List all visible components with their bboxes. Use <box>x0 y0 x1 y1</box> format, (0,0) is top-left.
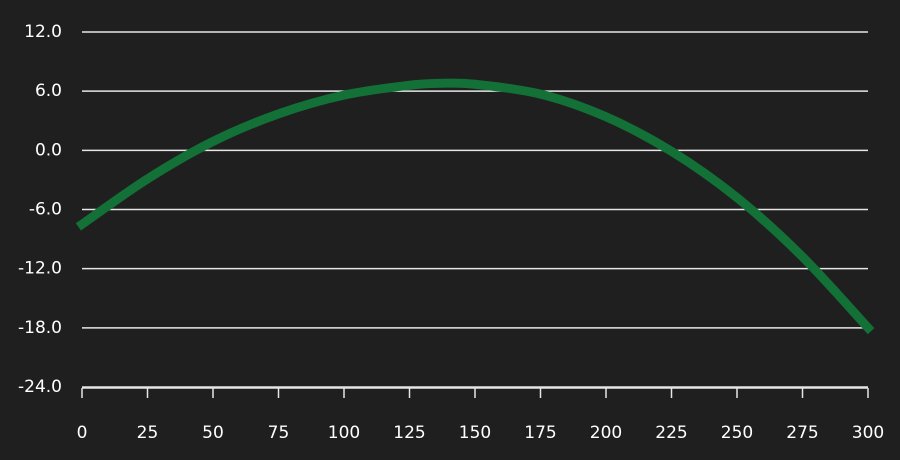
y-tick-label: 12.0 <box>24 22 62 42</box>
x-axis-tick-labels: 0 25 50 75 100 125 150 175 200 225 250 275 300 <box>77 423 885 443</box>
x-tick-label: 225 <box>655 423 687 443</box>
x-tick-label: 75 <box>268 423 290 443</box>
y-tick-label: -18.0 <box>18 318 62 338</box>
x-axis <box>81 387 869 398</box>
y-axis-tick-labels: 12.0 6.0 0.0 -6.0 -12.0 -18.0 -24.0 <box>18 22 62 397</box>
x-tick-label: 250 <box>721 423 753 443</box>
x-tick-label: 50 <box>202 423 224 443</box>
y-tick-label: 6.0 <box>35 81 62 101</box>
gridlines <box>82 31 868 388</box>
x-tick-label: 0 <box>77 423 88 443</box>
x-tick-label: 150 <box>459 423 491 443</box>
x-tick-label: 125 <box>393 423 425 443</box>
x-tick-label: 300 <box>852 423 884 443</box>
y-tick-label: -24.0 <box>18 377 62 397</box>
x-tick-label: 175 <box>524 423 556 443</box>
y-tick-label: -12.0 <box>18 259 62 279</box>
x-tick-label: 100 <box>328 423 360 443</box>
x-tick-label: 275 <box>786 423 818 443</box>
x-tick-label: 25 <box>137 423 159 443</box>
y-tick-label: 0.0 <box>35 140 62 160</box>
x-tick-label: 200 <box>590 423 622 443</box>
series-line <box>75 78 875 335</box>
series-layer <box>75 78 875 335</box>
y-tick-label: -6.0 <box>29 200 62 220</box>
